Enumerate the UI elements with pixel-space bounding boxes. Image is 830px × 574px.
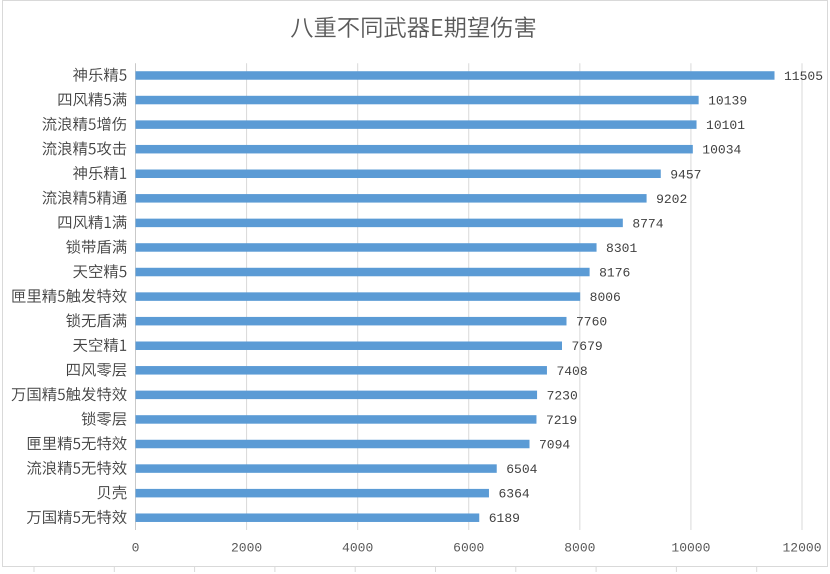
svg-text:9457: 9457	[670, 167, 701, 182]
svg-text:6504: 6504	[506, 462, 537, 477]
svg-text:8000: 8000	[564, 541, 595, 556]
svg-text:10101: 10101	[706, 118, 745, 133]
svg-text:8176: 8176	[599, 266, 630, 281]
svg-text:7408: 7408	[556, 364, 587, 379]
svg-text:8301: 8301	[606, 241, 637, 256]
svg-text:10139: 10139	[708, 94, 747, 109]
svg-text:7679: 7679	[572, 339, 603, 354]
svg-text:2000: 2000	[231, 541, 262, 556]
svg-text:8774: 8774	[632, 216, 663, 231]
svg-text:10034: 10034	[702, 143, 741, 158]
svg-text:4000: 4000	[342, 541, 373, 556]
svg-text:12000: 12000	[782, 541, 821, 556]
svg-text:9202: 9202	[656, 192, 687, 207]
svg-text:6000: 6000	[453, 541, 484, 556]
svg-text:7094: 7094	[539, 438, 570, 453]
svg-text:8006: 8006	[590, 290, 621, 305]
svg-text:7219: 7219	[546, 413, 577, 428]
svg-text:7760: 7760	[576, 315, 607, 330]
svg-text:11505: 11505	[784, 69, 823, 84]
svg-text:6189: 6189	[489, 511, 520, 526]
svg-text:7230: 7230	[547, 388, 578, 403]
svg-text:6364: 6364	[498, 487, 529, 502]
svg-text:10000: 10000	[671, 541, 710, 556]
svg-text:0: 0	[132, 541, 140, 556]
